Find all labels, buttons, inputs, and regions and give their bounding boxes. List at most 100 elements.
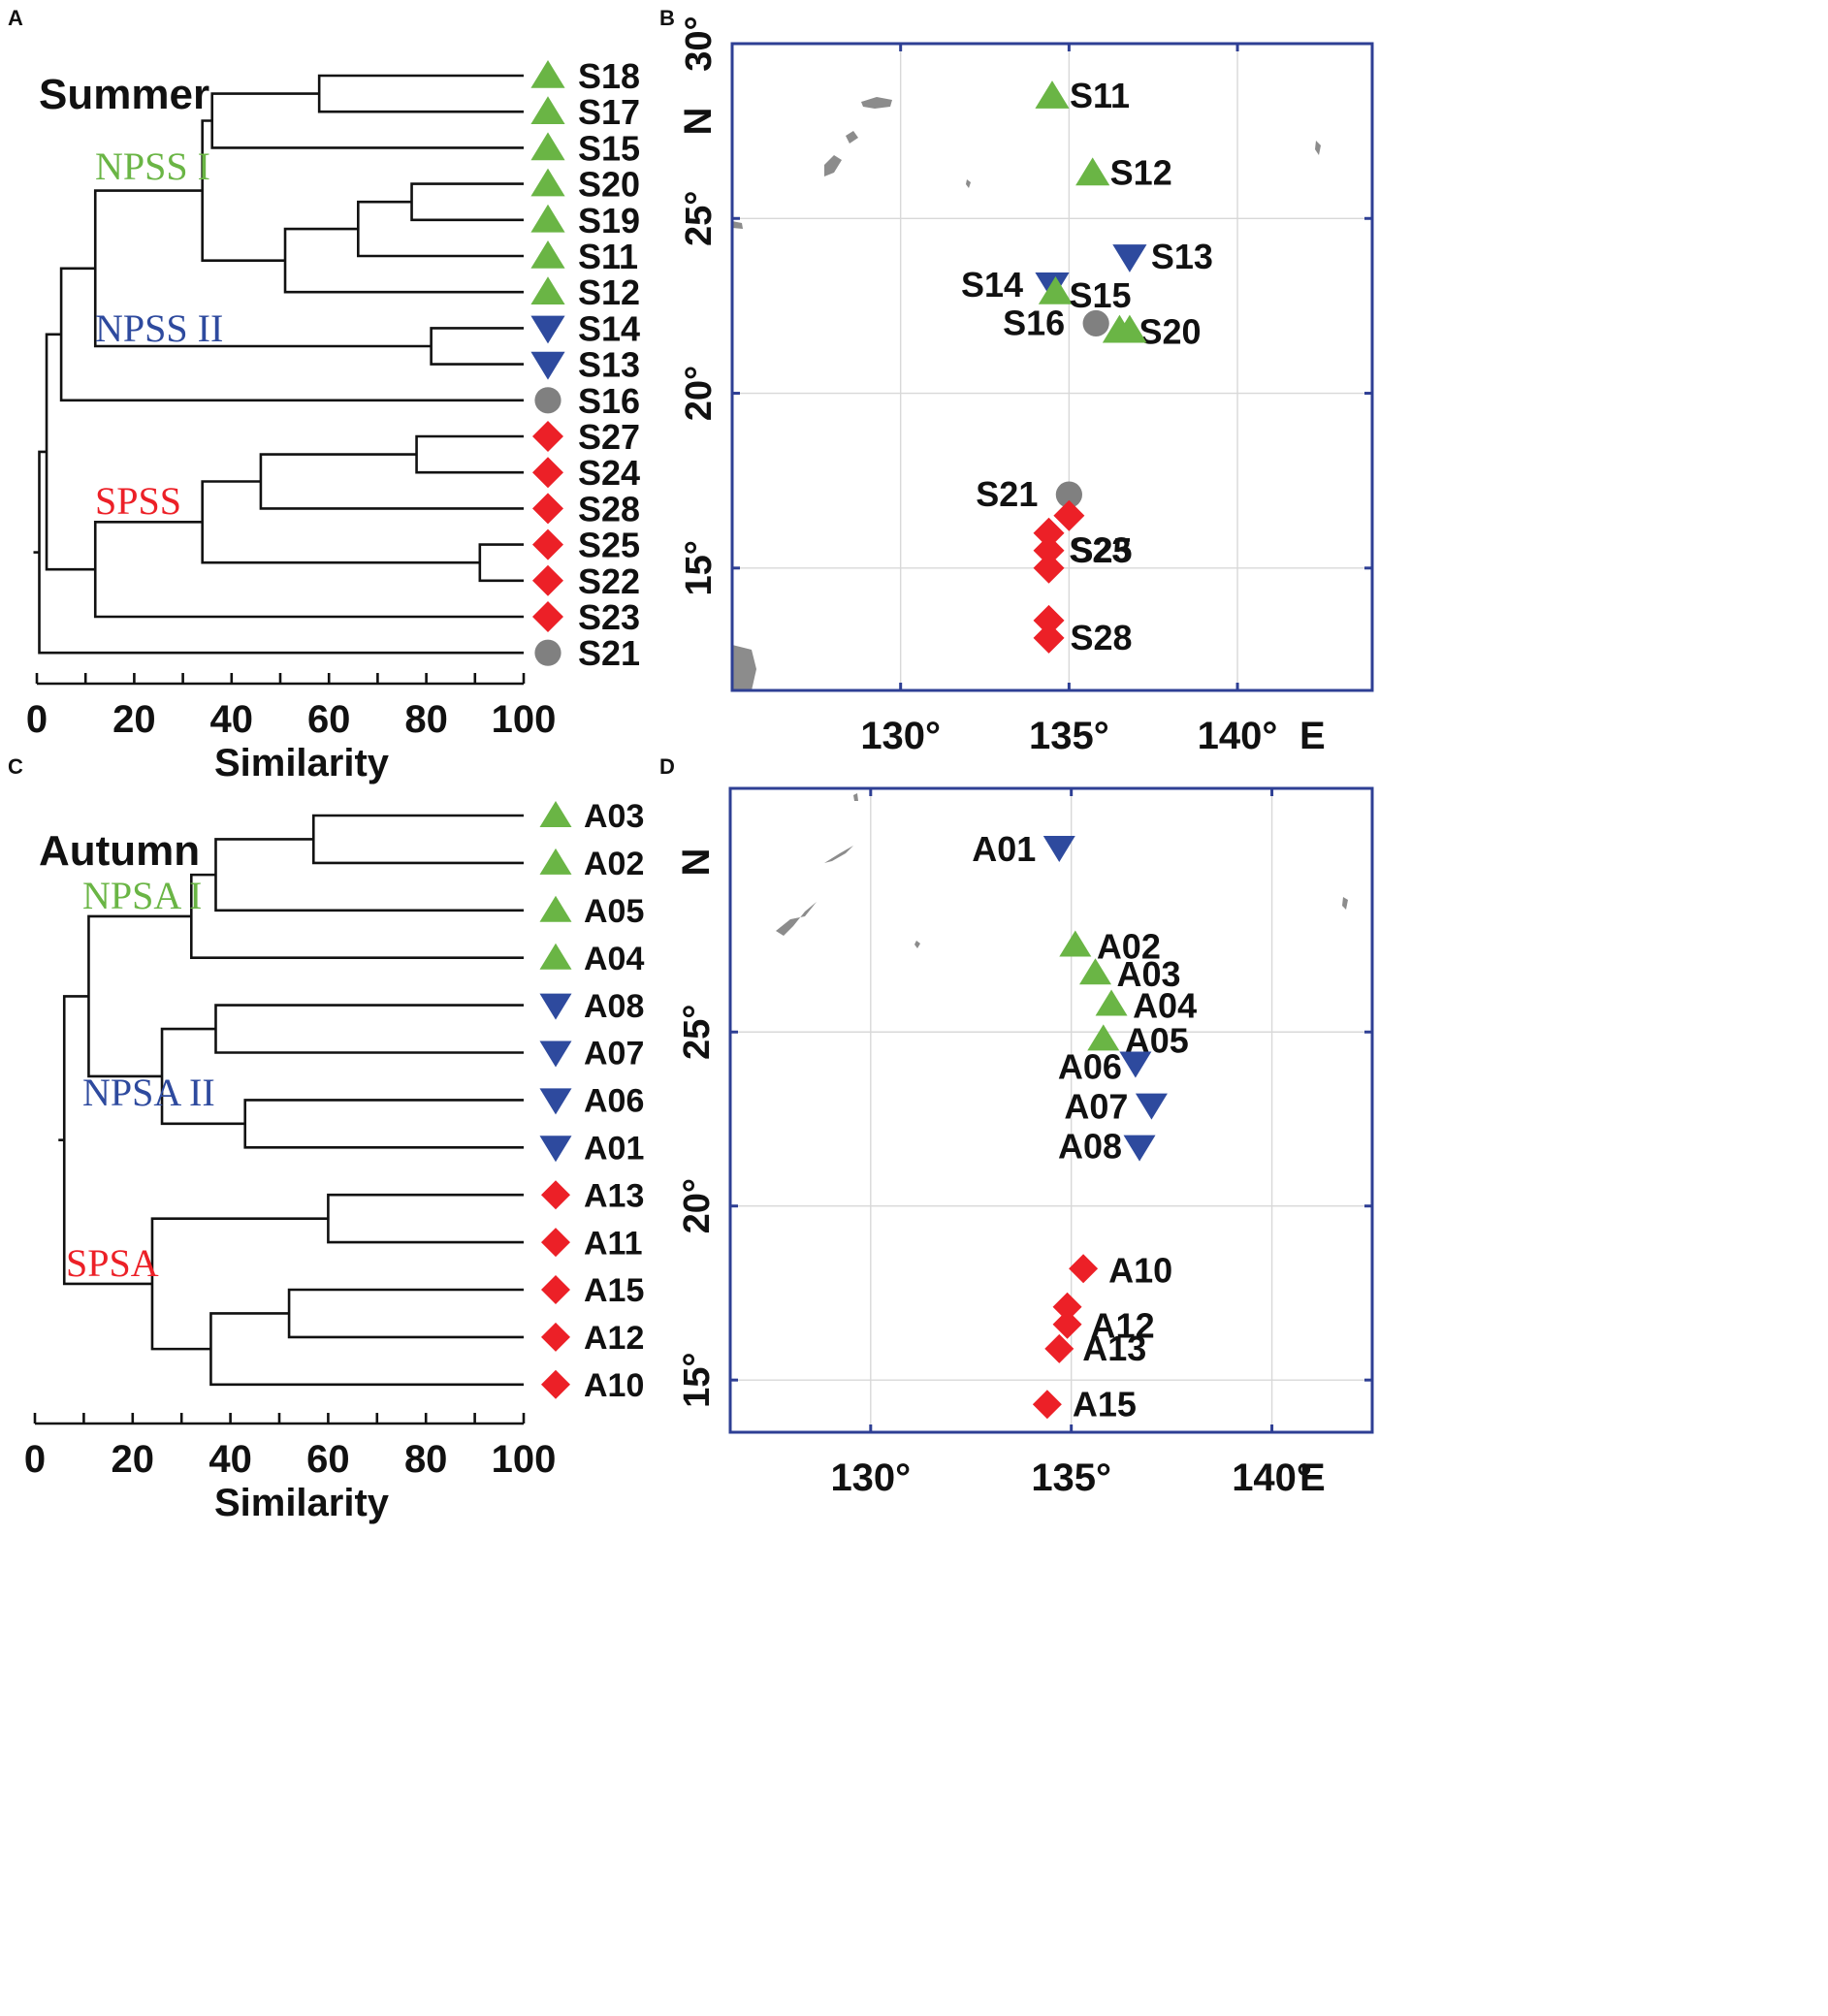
leaf-label-S14: S14 [578, 308, 640, 348]
x-tick-label: 60 [306, 1438, 350, 1481]
station-label-A10: A10 [1108, 1250, 1172, 1290]
map-frame [730, 42, 1374, 692]
dendrogram-link-a6 [201, 119, 286, 262]
leaf-label-S19: S19 [578, 201, 640, 240]
station-marker-S12 [1075, 157, 1110, 186]
dendrogram-link-a3 [410, 182, 524, 222]
leaf-label-S16: S16 [578, 381, 640, 421]
x-tick-label: 100 [492, 698, 557, 741]
leaf-label-A01: A01 [584, 1131, 644, 1168]
land-shape [824, 155, 842, 176]
leaf-label-A03: A03 [584, 798, 644, 835]
leaf-marker-A10 [541, 1369, 570, 1399]
panel-title: Summer [39, 71, 209, 118]
leaf-marker-A04 [539, 943, 572, 970]
station-marker [1052, 1292, 1082, 1322]
panel-a-dendrogram: S18S17S15S20S19S11S12S14S13S16S27S24S28S… [26, 56, 640, 784]
leaf-marker-A03 [539, 801, 572, 827]
leaf-marker-S24 [532, 457, 563, 489]
station-label-A12: A12 [1091, 1306, 1155, 1346]
x-tick-label: 130° [860, 715, 941, 757]
station-marker-A15 [1032, 1390, 1062, 1420]
leaf-marker-A12 [541, 1322, 570, 1352]
dendrogram-link-c11 [150, 1217, 329, 1351]
x-tick-label: 0 [24, 1438, 46, 1481]
leaf-label-A08: A08 [584, 988, 644, 1025]
leaf-label-S11: S11 [578, 237, 638, 276]
leaf-marker-A15 [541, 1275, 570, 1304]
x-tick-label: 100 [492, 1438, 557, 1481]
x-tick-label: 40 [208, 1438, 252, 1481]
leaf-label-A06: A06 [584, 1083, 644, 1120]
leaf-label-S22: S22 [578, 561, 640, 601]
station-label-A15: A15 [1073, 1384, 1137, 1424]
land-shape [732, 645, 756, 690]
dendrogram-link-c5 [243, 1099, 524, 1149]
station-marker [1112, 314, 1147, 343]
station-marker-A13 [1044, 1333, 1074, 1363]
leaf-marker-S14 [530, 315, 565, 344]
station-marker [1033, 552, 1065, 584]
station-marker-S21 [1055, 481, 1082, 508]
land-shape [853, 793, 858, 801]
leaf-marker-A05 [539, 895, 572, 922]
station-label-S20: S20 [1138, 312, 1201, 352]
station-label-S28: S28 [1071, 618, 1133, 657]
leaf-label-A05: A05 [584, 893, 644, 930]
y-tick-label: 20° [677, 1178, 718, 1233]
land-shape [732, 221, 743, 229]
dendrogram-link-a12 [478, 543, 524, 583]
leaf-marker-S21 [534, 639, 561, 666]
leaf-marker-S20 [530, 168, 565, 197]
cluster-label: NPSA I [82, 874, 202, 917]
panel-c-dendrogram: A03 A02 A05 A04 A08 A07 A06 A01 A13 A11 A15 A12 A10 0… [24, 798, 645, 1524]
leaf-marker-S27 [532, 421, 563, 452]
station-marker-A05 [1087, 1024, 1120, 1051]
land-shape [776, 902, 817, 936]
x-tick-label: 130° [830, 1456, 911, 1499]
land-shape [824, 846, 853, 863]
leaf-marker-S18 [530, 60, 565, 88]
panel-letter-D: D [659, 754, 675, 779]
x-axis-label: Similarity [214, 742, 390, 784]
leaf-marker-A11 [541, 1228, 570, 1258]
cluster-label: NPSS I [95, 144, 210, 188]
land-shape [914, 941, 920, 948]
station-marker-A10 [1069, 1254, 1099, 1284]
station-marker-S28 [1033, 622, 1065, 654]
dendrogram-link-a5 [283, 227, 524, 294]
leaf-label-S18: S18 [578, 56, 640, 96]
station-label-S14: S14 [961, 265, 1023, 304]
y-tick-label: 25° [679, 191, 720, 246]
panel-title: Autumn [39, 827, 200, 875]
leaf-label-A15: A15 [584, 1272, 644, 1309]
leaf-label-A02: A02 [584, 846, 644, 882]
dendrogram-link-c7 [87, 914, 192, 1078]
dendrogram-link-a1 [317, 74, 524, 113]
station-marker-S15 [1038, 275, 1074, 304]
dendrogram-link-a2 [210, 92, 524, 149]
station-label-S12: S12 [1110, 152, 1172, 192]
panel-letter-A: A [8, 6, 23, 30]
x-tick-label: 140° [1198, 715, 1278, 757]
station-marker-A01 [1042, 836, 1075, 863]
land-shape [1342, 897, 1348, 910]
leaf-marker-S23 [532, 601, 563, 632]
dendrogram-link-c4 [214, 1004, 524, 1054]
leaf-marker-S13 [530, 351, 565, 380]
station-marker-S13 [1112, 244, 1147, 272]
station-label-S15: S15 [1069, 275, 1131, 315]
x-axis-label: Similarity [214, 1482, 390, 1524]
x-tick-label: 135° [1031, 1456, 1111, 1499]
land-shape [1315, 141, 1321, 155]
panel-letter-B: B [659, 6, 675, 30]
x-tick-label: 0 [26, 698, 48, 741]
leaf-marker-A08 [539, 993, 572, 1020]
leaf-label-S24: S24 [578, 453, 640, 493]
dendrogram-link-c3 [189, 873, 524, 959]
leaf-label-S21: S21 [578, 633, 640, 673]
panel-letter-C: C [8, 754, 23, 779]
dendrogram-link-a10 [415, 434, 524, 474]
leaf-marker-A02 [539, 848, 572, 875]
